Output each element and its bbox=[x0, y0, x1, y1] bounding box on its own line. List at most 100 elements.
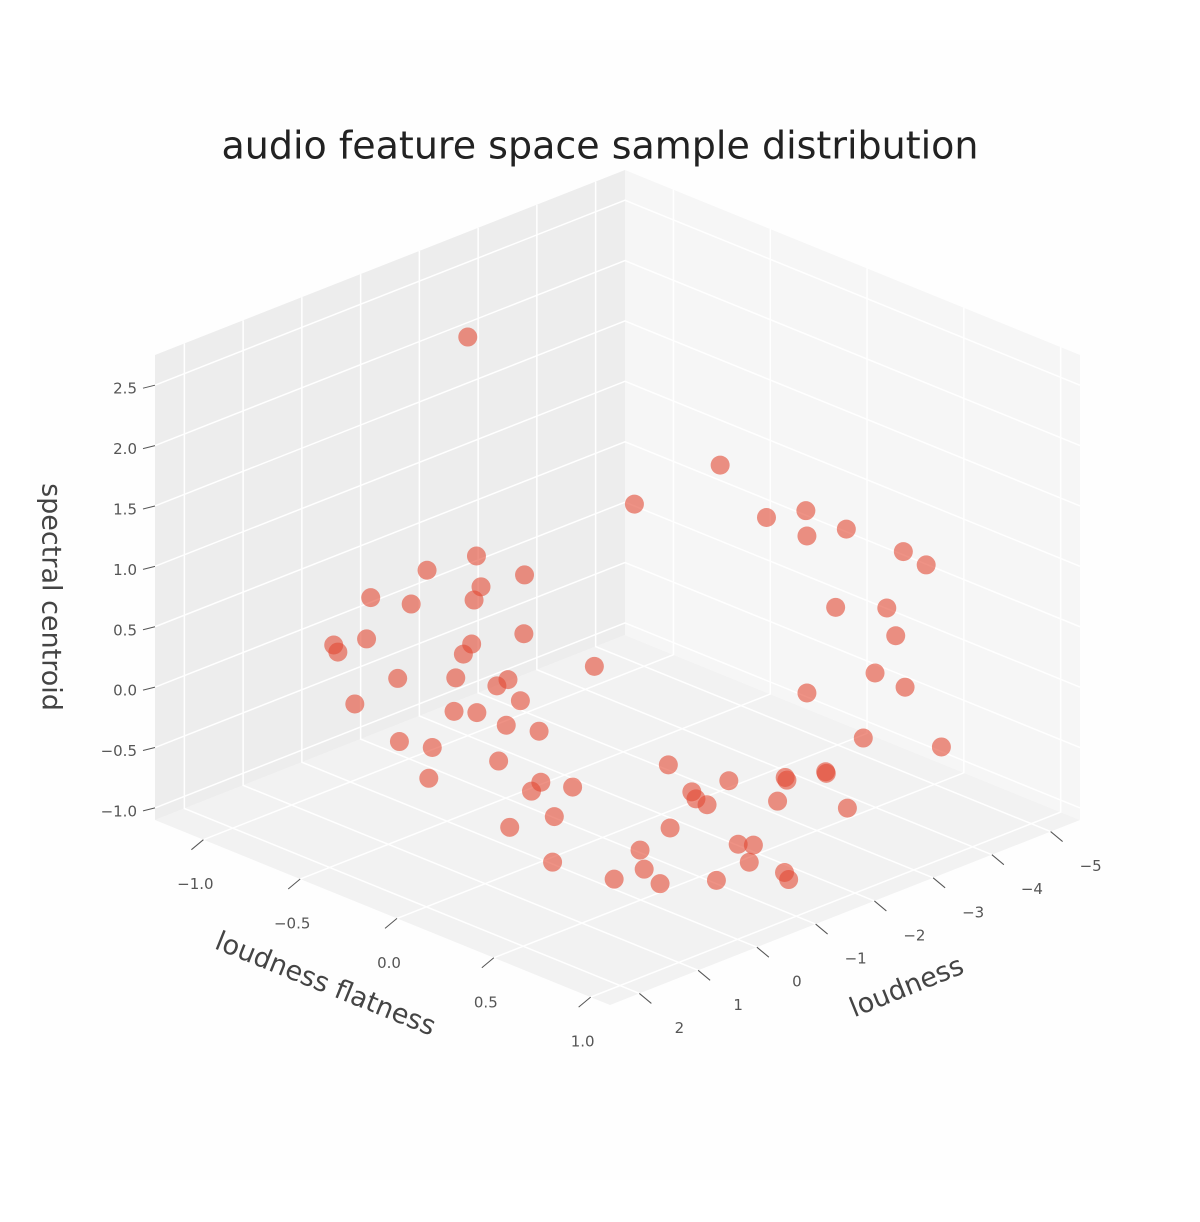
point bbox=[521, 781, 541, 801]
grid-line bbox=[536, 204, 993, 856]
point bbox=[658, 755, 678, 775]
point bbox=[710, 455, 730, 475]
point bbox=[500, 817, 520, 837]
point bbox=[458, 327, 478, 347]
point bbox=[422, 738, 442, 758]
point bbox=[797, 526, 817, 546]
point bbox=[510, 691, 530, 711]
point bbox=[584, 656, 604, 676]
point bbox=[768, 791, 788, 811]
y-tick-mark bbox=[815, 923, 828, 935]
y-tick-label: −3 bbox=[962, 903, 984, 921]
y-tick-label: 2 bbox=[675, 1019, 685, 1037]
x-tick-mark bbox=[578, 996, 591, 1008]
point bbox=[837, 798, 857, 818]
point bbox=[865, 663, 885, 683]
y-tick-mark bbox=[639, 993, 652, 1004]
point bbox=[543, 852, 563, 872]
grid-line bbox=[590, 347, 1062, 998]
point bbox=[728, 834, 748, 854]
point bbox=[357, 629, 377, 649]
z-axis-label: spectral centroid bbox=[36, 483, 67, 711]
y-tick-label: −2 bbox=[903, 926, 925, 944]
y-tick-mark bbox=[932, 877, 946, 889]
z-tick-label: 2.5 bbox=[113, 380, 137, 398]
point bbox=[836, 519, 856, 539]
point bbox=[634, 859, 654, 879]
z-tick-label: 0.0 bbox=[113, 682, 137, 700]
point bbox=[464, 590, 484, 610]
x-tick-mark bbox=[481, 957, 495, 969]
point bbox=[417, 560, 437, 580]
grid-line bbox=[154, 259, 1081, 447]
point bbox=[895, 677, 915, 697]
z-tick-mark bbox=[142, 686, 156, 691]
point bbox=[487, 676, 507, 696]
point bbox=[515, 565, 535, 585]
z-tick-label: 1.0 bbox=[113, 561, 137, 579]
grid-line bbox=[493, 307, 965, 959]
grid-line bbox=[154, 199, 1081, 386]
y-tick-mark bbox=[874, 900, 887, 912]
x-tick-mark bbox=[191, 839, 204, 851]
point bbox=[877, 598, 897, 618]
point bbox=[630, 840, 650, 860]
grid-line bbox=[154, 501, 1081, 688]
grid-line bbox=[154, 622, 1081, 809]
z-tick-mark bbox=[142, 807, 156, 812]
z-tick-mark bbox=[142, 747, 156, 752]
point bbox=[893, 542, 913, 562]
point bbox=[544, 807, 564, 827]
grid-line bbox=[477, 227, 934, 879]
point bbox=[467, 703, 487, 723]
point bbox=[796, 501, 816, 521]
point bbox=[650, 874, 670, 894]
point bbox=[719, 771, 739, 791]
z-tick-label: 1.5 bbox=[113, 500, 137, 518]
point bbox=[462, 634, 482, 654]
y-tick-label: 1 bbox=[733, 996, 743, 1014]
point bbox=[931, 737, 951, 757]
point bbox=[604, 869, 624, 889]
x-tick-mark bbox=[287, 878, 301, 890]
x-tick-label: 1.0 bbox=[571, 1033, 595, 1051]
chart-title: audio feature space sample distribution bbox=[222, 124, 979, 168]
z-tick-label: 0.5 bbox=[113, 621, 137, 639]
z-tick-mark bbox=[142, 445, 156, 450]
y-tick-mark bbox=[697, 969, 711, 981]
x-tick-mark bbox=[384, 918, 398, 929]
point bbox=[624, 494, 644, 514]
point bbox=[739, 852, 759, 872]
point bbox=[706, 870, 726, 890]
right-wall-pane bbox=[625, 170, 1080, 820]
point bbox=[686, 789, 706, 809]
z-tick-mark bbox=[142, 565, 156, 570]
y-tick-mark bbox=[991, 854, 1005, 866]
x-tick-label: −0.5 bbox=[274, 915, 310, 933]
grid-line bbox=[242, 320, 699, 972]
grid-line bbox=[154, 320, 1081, 507]
grid-line bbox=[154, 561, 1081, 749]
grid-line bbox=[359, 274, 816, 925]
point bbox=[361, 588, 381, 608]
point bbox=[446, 668, 466, 688]
point bbox=[563, 777, 583, 797]
left-wall-pane bbox=[155, 170, 625, 820]
point bbox=[816, 763, 836, 783]
grid-line bbox=[154, 380, 1081, 568]
floor-pane bbox=[155, 635, 1080, 1005]
z-tick-mark bbox=[142, 505, 156, 510]
point bbox=[886, 626, 906, 646]
point bbox=[444, 701, 464, 721]
z-tick-label: 2.0 bbox=[113, 440, 137, 458]
x-tick-label: 0.5 bbox=[474, 993, 498, 1011]
z-tick-label: −0.5 bbox=[101, 742, 137, 760]
grid-line bbox=[183, 343, 640, 995]
grid-line bbox=[299, 229, 771, 880]
point bbox=[756, 508, 776, 528]
y-tick-label: 0 bbox=[792, 973, 802, 991]
point bbox=[916, 555, 936, 575]
z-tick-label: −1.0 bbox=[101, 802, 137, 820]
